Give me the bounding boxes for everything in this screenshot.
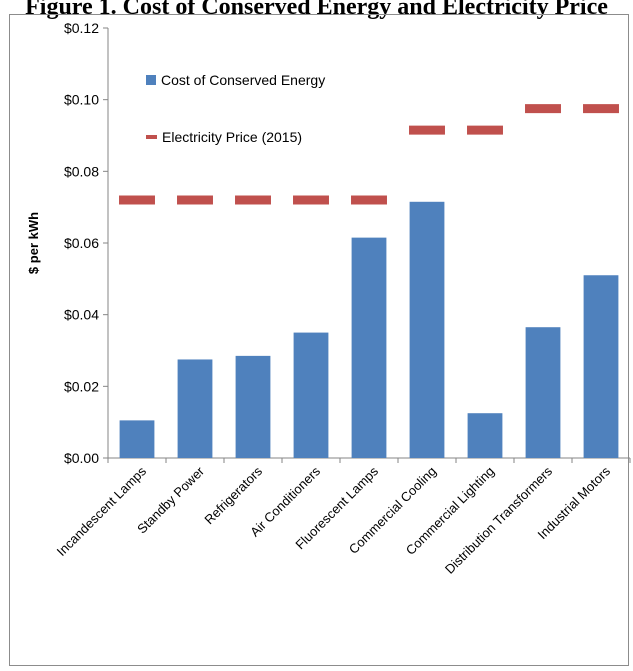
- x-tick-label: Incandescent Lamps: [54, 463, 150, 559]
- y-tick-label: $0.06: [64, 235, 99, 251]
- bar: [467, 413, 503, 458]
- bar-series: [119, 201, 619, 458]
- x-tick-label: Refrigerators: [201, 463, 265, 527]
- y-tick-label: $0.10: [64, 92, 99, 108]
- bar: [409, 201, 445, 458]
- y-tick-label: $0.00: [64, 450, 99, 466]
- price-marker: [293, 195, 329, 205]
- price-marker-series: [119, 104, 619, 205]
- chart-title: Figure 1. Cost of Conserved Energy and E…: [25, 0, 608, 20]
- bar: [119, 420, 155, 458]
- y-axis-title: $ per kWh: [26, 212, 41, 274]
- price-marker: [177, 195, 213, 205]
- bar: [525, 327, 561, 458]
- legend: Cost of Conserved Energy Electricity Pric…: [146, 72, 325, 145]
- bar: [583, 275, 619, 458]
- chart-frame: [9, 14, 629, 666]
- y-tick-label: $0.12: [64, 20, 99, 36]
- y-tick-label: $0.04: [64, 307, 99, 323]
- bar: [293, 332, 329, 458]
- bar: [235, 355, 271, 458]
- legend-swatch-bar: [146, 75, 156, 85]
- price-marker: [409, 125, 445, 135]
- y-tick-label: $0.02: [64, 378, 99, 394]
- legend-swatch-marker: [146, 135, 157, 139]
- bar: [177, 359, 213, 458]
- price-marker: [583, 104, 619, 114]
- x-tick-label: Distribution Transformers: [442, 463, 556, 577]
- y-tick-label: $0.08: [64, 163, 99, 179]
- legend-label-price: Electricity Price (2015): [162, 129, 302, 145]
- bar: [351, 237, 387, 458]
- price-marker: [467, 125, 503, 135]
- legend-label-cost: Cost of Conserved Energy: [161, 72, 325, 88]
- price-marker: [525, 104, 561, 114]
- price-marker: [351, 195, 387, 205]
- price-marker: [235, 195, 271, 205]
- price-marker: [119, 195, 155, 205]
